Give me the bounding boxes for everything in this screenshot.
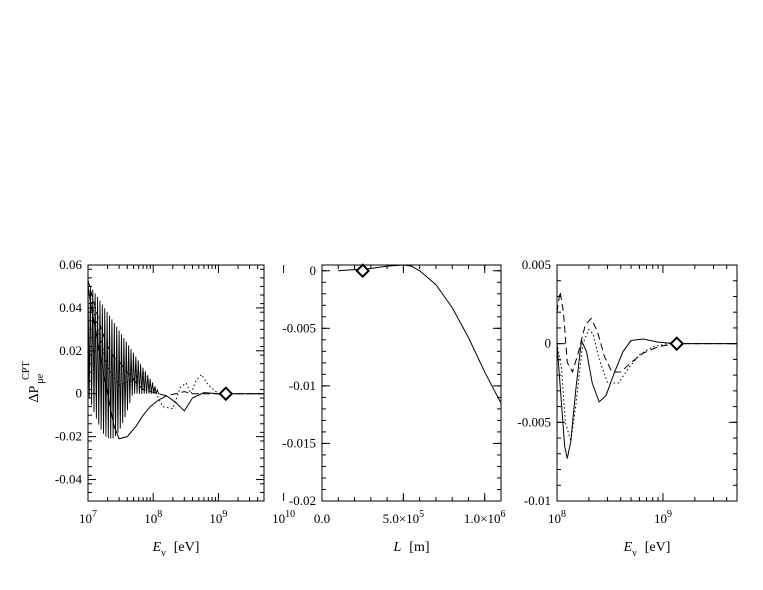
y-tick-label: -0.04	[55, 472, 83, 487]
x-tick-label: 109	[654, 509, 672, 526]
x-tick-exp: 5	[419, 509, 424, 520]
x-axis-label-var: L	[392, 540, 401, 555]
y-tick-label: 0.005	[522, 257, 551, 272]
x-tick-exp: 6	[501, 509, 506, 520]
y-tick-label: 0	[310, 263, 317, 278]
panel-middle-baseline: 0.0 5.0×105 1.0×106 0 -0.005 -0.01 -0.015 -0.02…	[282, 263, 505, 555]
x-tick-exp: 8	[561, 509, 566, 520]
series-solid-line	[88, 286, 264, 440]
x-tick-mantissa: 5.0×10	[383, 511, 420, 526]
x-tick-label: 107	[79, 509, 97, 526]
x-axis-label: L [m]	[392, 540, 429, 555]
y-tick-label: 0.06	[59, 257, 82, 272]
x-axis-label-unit: [eV]	[174, 540, 200, 555]
diamond-marker	[669, 336, 685, 352]
y-axis-label-main: ΔP	[27, 385, 42, 402]
x-tick-base: 10	[209, 511, 222, 526]
x-tick-exp: 9	[222, 509, 227, 520]
x-tick-label: 1.0×106	[464, 509, 506, 526]
y-tick-label: -0.005	[282, 320, 316, 335]
y-tick-label: 0.04	[59, 300, 82, 315]
x-axis-label-var: E	[152, 540, 162, 555]
y-axis-label-sub: μe	[35, 373, 46, 383]
y-tick-label: -0.01	[524, 493, 551, 508]
x-tick-label: 108	[548, 509, 566, 526]
x-axis-label-sub: ν	[161, 548, 166, 559]
y-tick-label: -0.02	[55, 429, 82, 444]
y-tick-label: -0.01	[289, 378, 316, 393]
x-tick-base: 10	[548, 511, 561, 526]
plot-frame	[556, 264, 738, 502]
x-axis-label-var: E	[623, 540, 633, 555]
x-axis-label-unit: [m]	[409, 540, 429, 555]
x-tick-exp: 7	[92, 509, 97, 520]
x-tick-label: 108	[144, 509, 162, 526]
x-tick-base: 10	[272, 511, 285, 526]
series-solid-oscillation	[88, 282, 160, 439]
x-tick-exp: 10	[285, 509, 295, 520]
x-tick-base: 10	[79, 511, 92, 526]
series-solid-line	[338, 265, 501, 404]
diamond-marker	[218, 386, 234, 402]
x-tick-base: 10	[654, 511, 667, 526]
x-tick-label: 109	[209, 509, 227, 526]
y-tick-label: 0.02	[59, 343, 82, 358]
x-axis-label: Eν [eV]	[623, 540, 671, 559]
plot-frame	[321, 264, 502, 502]
series-dotted-line	[557, 328, 737, 442]
x-tick-label: 5.0×105	[383, 509, 425, 526]
x-tick-mantissa: 0.0	[314, 511, 330, 526]
x-axis-label-sub: ν	[632, 548, 637, 559]
y-axis-label-sup: CPT	[21, 362, 32, 380]
diamond-marker	[355, 263, 371, 279]
series-solid-line	[557, 338, 737, 459]
x-axis-label-unit: [eV]	[645, 540, 671, 555]
x-axis-label: Eν [eV]	[152, 540, 200, 559]
y-tick-label: -0.02	[289, 493, 316, 508]
plot-frame	[87, 264, 265, 502]
y-tick-label: 0	[545, 336, 552, 351]
series-dashed-line	[557, 291, 737, 374]
x-tick-base: 10	[144, 511, 157, 526]
y-tick-label: -0.005	[517, 414, 551, 429]
y-axis-label: ΔP μeCPT	[21, 362, 46, 403]
x-tick-label: 0.0	[314, 511, 330, 526]
y-tick-label: 0	[76, 386, 83, 401]
x-tick-exp: 8	[157, 509, 162, 520]
y-tick-label: -0.015	[282, 435, 316, 450]
x-tick-exp: 9	[667, 509, 672, 520]
series-dashed-line	[88, 279, 264, 397]
x-tick-mantissa: 1.0×10	[464, 511, 501, 526]
x-tick-label: 1010	[272, 509, 295, 526]
